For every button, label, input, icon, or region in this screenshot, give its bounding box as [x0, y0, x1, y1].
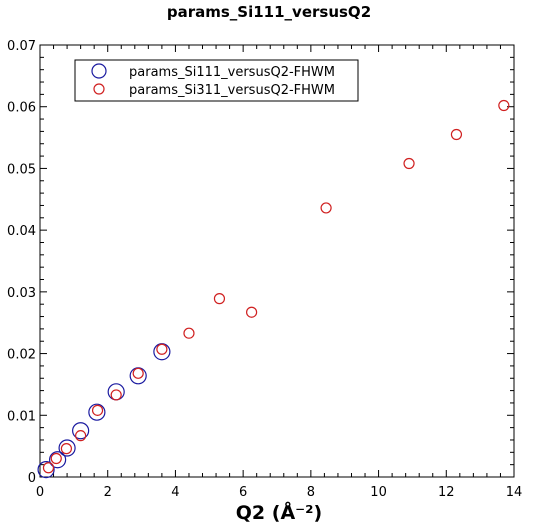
point-si311 — [42, 462, 55, 474]
point-si111 — [49, 451, 67, 469]
point-si311 — [213, 293, 226, 305]
point-si111 — [58, 439, 76, 457]
x-tick-label: 12 — [438, 485, 455, 500]
y-tick-label: 0.07 — [7, 39, 36, 54]
point-si311 — [110, 389, 122, 401]
x-tick-label: 10 — [370, 485, 387, 500]
point-si111 — [88, 403, 106, 421]
axis-ticks — [39, 44, 515, 478]
point-si111 — [37, 460, 55, 479]
point-si311 — [498, 99, 510, 112]
x-tick-label: 4 — [171, 485, 179, 500]
x-tick-label: 14 — [506, 485, 523, 500]
x-tick-label: 8 — [307, 485, 315, 500]
y-tick-label: 0 — [28, 471, 36, 486]
point-si311 — [75, 430, 87, 442]
point-si311 — [183, 327, 195, 339]
point-si311 — [156, 343, 168, 355]
axis-tick-labels: 0 2 4 6 8 10 12 14 0 0.01 0.02 0.03 0.04 0.05 0.06 0.07 — [7, 39, 522, 500]
point-si311 — [450, 128, 463, 141]
point-si311 — [50, 452, 62, 465]
point-si311 — [320, 202, 332, 214]
point-si111 — [107, 383, 125, 401]
y-tick-label: 0.06 — [7, 101, 36, 116]
point-si311 — [132, 367, 144, 379]
y-tick-label: 0.01 — [7, 409, 36, 424]
x-tick-label: 0 — [36, 485, 44, 500]
y-tick-label: 0.02 — [7, 348, 36, 363]
legend-box — [74, 59, 359, 102]
legend: params_Si111_versusQ2-FHWM params_Si311_… — [74, 59, 359, 102]
x-tick-label: 6 — [239, 485, 247, 500]
data-points — [37, 99, 510, 479]
point-si311 — [403, 157, 415, 170]
y-tick-label: 0.05 — [7, 162, 36, 177]
plot-frame — [39, 44, 515, 478]
legend-marker-si111 — [91, 63, 107, 79]
chart-title: params_Si111_versusQ2 — [167, 3, 371, 21]
x-tick-label: 2 — [104, 485, 112, 500]
y-tick-label: 0.04 — [7, 224, 36, 239]
point-si111 — [72, 422, 90, 440]
point-si111 — [129, 367, 147, 385]
legend-label-si311: params_Si311_versusQ2-FHWM — [129, 83, 335, 98]
point-si111 — [153, 343, 171, 361]
x-axis-label: Q2 (Å⁻²) — [236, 500, 322, 524]
legend-label-si111: params_Si111_versusQ2-FHWM — [129, 65, 335, 80]
y-tick-label: 0.03 — [7, 286, 36, 301]
legend-marker-si311 — [93, 83, 105, 95]
point-si311 — [246, 306, 258, 318]
point-si311 — [60, 443, 73, 455]
point-si311 — [91, 404, 104, 416]
